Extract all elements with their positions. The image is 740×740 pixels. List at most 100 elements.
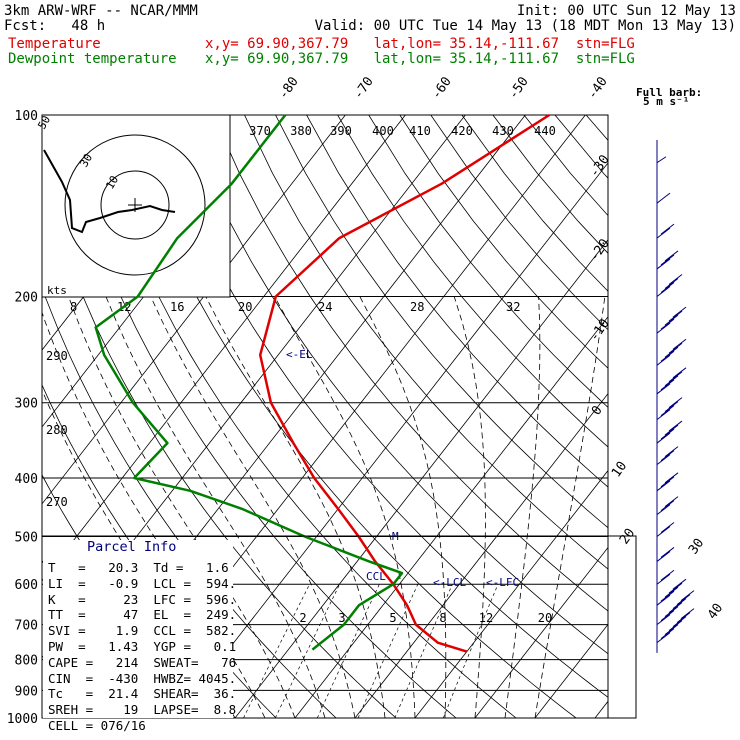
hodograph-ring-label: 30 xyxy=(77,152,95,170)
wind-barb xyxy=(660,282,675,293)
wind-barb xyxy=(656,632,671,644)
dry-adiabat-line xyxy=(213,115,608,612)
theta-label: 270 xyxy=(46,495,68,509)
wind-barb xyxy=(676,594,691,605)
hodograph-trace xyxy=(43,149,176,234)
parcel-info-row: CELL = 076/16 xyxy=(48,718,146,733)
dry-adiabat-line xyxy=(119,115,577,718)
theta-label: 390 xyxy=(330,124,352,138)
isotherm-line xyxy=(354,392,608,718)
theta-label: 420 xyxy=(451,124,473,138)
wind-barb xyxy=(660,628,675,640)
mixing-ratio-label: 20 xyxy=(538,611,552,625)
isotherm-label: -70 xyxy=(351,74,377,102)
mixing-ratio-label: 2 xyxy=(299,611,306,625)
model-title: 3km ARW-WRF -- NCAR/MMM xyxy=(4,3,198,19)
isotherm-line xyxy=(174,162,608,718)
wind-barb xyxy=(668,342,683,354)
isotherm-line xyxy=(234,239,608,718)
wind-barb xyxy=(668,602,683,613)
dry-adiabat-line xyxy=(430,115,608,331)
wind-barb xyxy=(664,586,679,598)
wind-barb xyxy=(664,624,679,636)
dry-adiabat-line xyxy=(554,115,608,179)
theta-label: 400 xyxy=(372,124,394,138)
wind-barb xyxy=(672,367,687,379)
mixing-ratio-line xyxy=(316,584,380,718)
pressure-tick-label: 300 xyxy=(15,397,38,412)
isotherm-line xyxy=(534,623,608,718)
wind-barb xyxy=(660,476,675,488)
pressure-tick-label: 1000 xyxy=(7,712,38,727)
isotherm-label: -20 xyxy=(587,236,613,264)
pressure-tick-label: 400 xyxy=(15,472,38,487)
wind-barb xyxy=(660,590,675,602)
hodograph-ring xyxy=(64,134,206,276)
wind-barb xyxy=(676,612,691,624)
isotherm-line xyxy=(42,115,346,505)
wind-barb xyxy=(664,250,679,262)
moist-adiabat-line xyxy=(534,296,606,718)
el-marker: <-EL xyxy=(286,348,313,361)
mixing-ratio-line xyxy=(274,584,341,718)
wind-barb xyxy=(664,375,679,387)
dry-adiabat-line xyxy=(368,115,608,408)
wind-barb xyxy=(656,409,671,421)
isotherm-line xyxy=(655,115,740,718)
wind-barb xyxy=(672,338,687,350)
parcel-info-row: LI = -0.9 LCL = 594. xyxy=(48,575,237,591)
wind-barb xyxy=(656,383,671,395)
isotherm-label: -80 xyxy=(276,74,302,102)
dry-adiabat-line xyxy=(244,115,608,570)
pressure-tick-label: 100 xyxy=(15,109,38,124)
hodograph-unit-label: kts xyxy=(47,284,67,297)
temperature-location: x,y= 69.90,367.79 lat,lon= 35.14,-111.67… xyxy=(205,36,635,52)
wind-barb xyxy=(668,582,683,594)
wind-barb xyxy=(668,310,683,322)
wind-barb xyxy=(656,504,671,516)
pressure-tick-label: 700 xyxy=(15,619,38,634)
parcel-info-title: Parcel Info xyxy=(87,539,177,555)
wind-barb xyxy=(660,379,675,391)
speed-tick-label: 32 xyxy=(506,300,520,314)
wind-barb xyxy=(672,616,687,628)
hodograph-ring-label: 10 xyxy=(103,174,121,192)
parcel-info-row: Tc = 21.4 SHEAR= 36. xyxy=(48,686,237,702)
wind-barb xyxy=(664,346,679,358)
parcel-info-row: K = 23 LFC = 596. xyxy=(48,591,237,607)
wind-barb xyxy=(656,614,671,625)
isotherm-label: 40 xyxy=(705,601,726,622)
wind-barb xyxy=(668,620,683,632)
wind-barb xyxy=(656,192,671,204)
parcel-info-row: TT = 47 EL = 249. xyxy=(48,607,237,623)
wind-barb xyxy=(656,551,671,562)
theta-label: 430 xyxy=(492,124,514,138)
lfc-marker: <-LFC xyxy=(486,576,519,589)
isotherm-line xyxy=(414,469,608,718)
wind-barb xyxy=(672,598,687,609)
dewpoint-legend: Dewpoint temperature xyxy=(8,51,177,67)
hodograph-ring xyxy=(100,170,170,240)
dry-adiabat-line xyxy=(399,115,608,369)
mixing-ratio-line xyxy=(243,584,310,718)
wind-barb xyxy=(660,405,675,417)
theta-label: 410 xyxy=(409,124,431,138)
wind-barb xyxy=(656,480,671,492)
mixing-ratio-line xyxy=(357,584,419,718)
wind-barb xyxy=(664,606,679,617)
wind-barb xyxy=(664,278,679,289)
isotherm-label: 30 xyxy=(686,536,707,557)
wind-barb xyxy=(656,227,671,239)
dry-adiabat-line xyxy=(585,115,608,141)
wind-barb xyxy=(660,428,675,440)
theta-label: 440 xyxy=(534,124,556,138)
wind-barb xyxy=(660,350,675,362)
wind-barb xyxy=(668,371,683,383)
isotherm-line xyxy=(294,316,608,718)
lcl-marker: <-LCL xyxy=(433,576,466,589)
wind-barb xyxy=(656,432,671,444)
mixing-ratio-label: 8 xyxy=(439,611,446,625)
wind-barb xyxy=(668,274,683,285)
isotherm-label: 0 xyxy=(589,403,606,418)
